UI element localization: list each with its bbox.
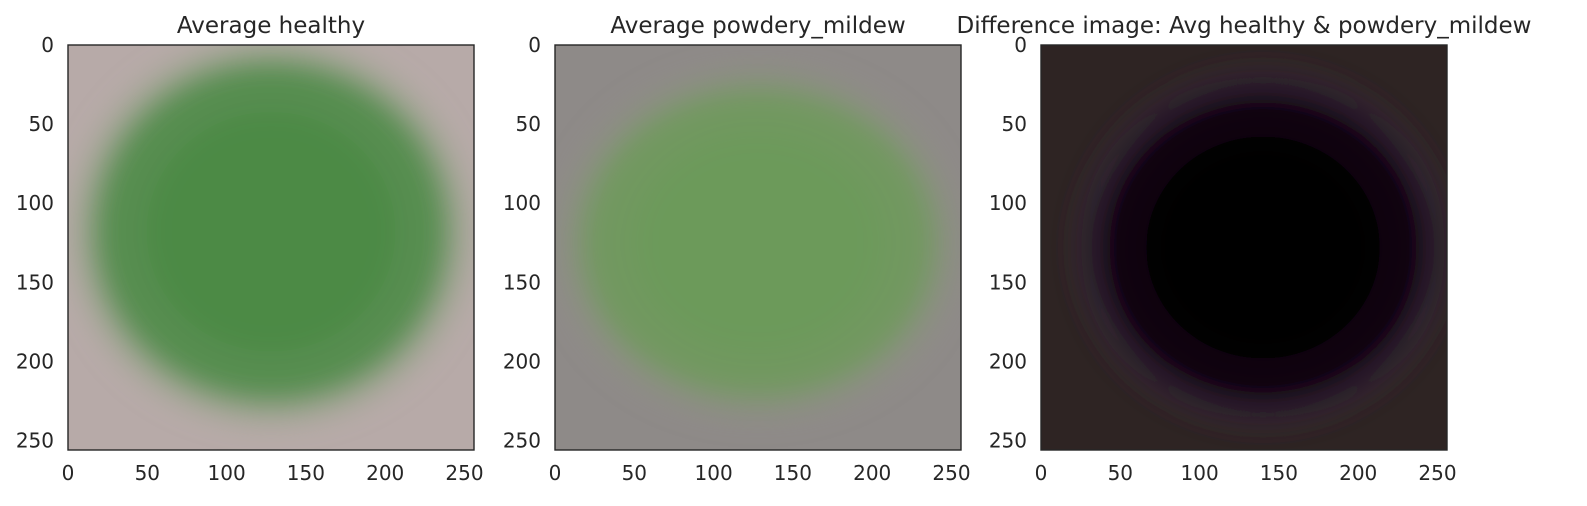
y-tick-label: 250 [989, 429, 1027, 453]
axes-frame [67, 44, 475, 451]
x-tick-label: 250 [932, 461, 970, 485]
leaf-blob [72, 45, 470, 423]
x-tick-label: 100 [695, 461, 733, 485]
x-tick-label: 250 [445, 461, 483, 485]
x-tick-label: 50 [1108, 461, 1133, 485]
heatmap-image [1041, 45, 1447, 450]
y-tick-label: 150 [503, 270, 541, 294]
y-tick-label: 100 [16, 191, 54, 215]
x-tick-label: 150 [287, 461, 325, 485]
y-tick-label: 200 [503, 349, 541, 373]
y-tick-label: 50 [29, 112, 54, 136]
leaf-blob [1076, 70, 1447, 425]
x-tick-label: 200 [366, 461, 404, 485]
axes-frame [554, 44, 962, 451]
y-tick-label: 0 [528, 33, 541, 57]
y-tick-label: 100 [503, 191, 541, 215]
x-tick-label: 250 [1418, 461, 1456, 485]
y-tick-label: 150 [16, 270, 54, 294]
y-tick-label: 0 [1014, 33, 1027, 57]
panels: Average healthy 0 50 100 150 200 250 0 50 100 150 2… [16, 13, 1532, 485]
chart-panel-1: Average healthy 0 50 100 150 200 250 0 50 100 150 2… [16, 13, 484, 485]
leaf-blob [559, 69, 957, 417]
x-tick-label: 200 [853, 461, 891, 485]
y-tick-label: 0 [41, 33, 54, 57]
x-tick-label: 50 [135, 461, 160, 485]
panel-title: Difference image: Avg healthy & powdery_… [956, 13, 1531, 39]
y-tick-label: 200 [989, 349, 1027, 373]
y-tick-label: 100 [989, 191, 1027, 215]
x-tick-label: 150 [1260, 461, 1298, 485]
y-tick-label: 250 [16, 429, 54, 453]
axes-frame [1040, 44, 1448, 451]
y-tick-label: 150 [989, 270, 1027, 294]
y-tick-label: 200 [16, 349, 54, 373]
y-tick-label: 250 [503, 429, 541, 453]
x-tick-label: 100 [208, 461, 246, 485]
x-tick-label: 150 [774, 461, 812, 485]
x-tick-label: 50 [622, 461, 647, 485]
chart-panel-3: Difference image: Avg healthy & powdery_… [956, 13, 1531, 485]
heatmap-image [555, 45, 961, 450]
heatmap-image [68, 45, 474, 450]
panel-title: Average healthy [177, 13, 365, 39]
y-tick-label: 50 [516, 112, 541, 136]
x-tick-label: 100 [1181, 461, 1219, 485]
panel-title: Average powdery_mildew [610, 13, 905, 39]
x-tick-label: 0 [1035, 461, 1048, 485]
x-tick-label: 0 [62, 461, 75, 485]
chart-panel-2: Average powdery_mildew 0 50 100 150 200 250 0 50… [503, 13, 971, 485]
y-tick-label: 50 [1002, 112, 1027, 136]
x-tick-label: 0 [549, 461, 562, 485]
x-tick-label: 200 [1339, 461, 1377, 485]
